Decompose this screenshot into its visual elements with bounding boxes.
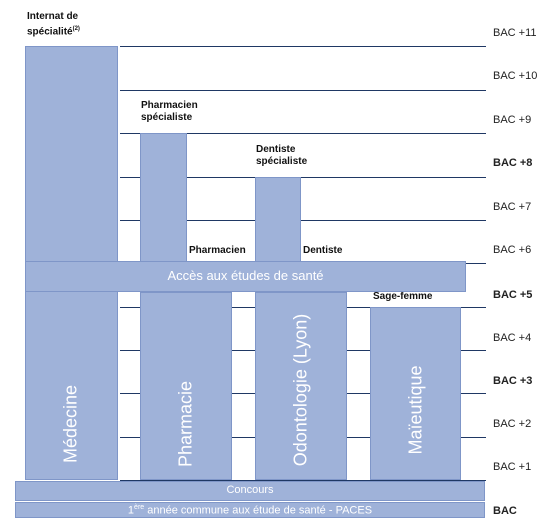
internat-label: Internat de spécialité(2) [27, 11, 80, 38]
acces-band [25, 261, 466, 292]
level-line-10 [120, 90, 486, 91]
level-label-0: BAC [493, 505, 517, 517]
level-label-9: BAC +9 [493, 114, 532, 126]
odontologie-label: Odontologie (Lyon) [290, 313, 311, 467]
pharmacie-lower-block [140, 292, 232, 480]
level-line-7 [120, 220, 486, 221]
dentiste-specialiste-line1: Dentiste [256, 144, 296, 155]
level-label-8: BAC +8 [493, 157, 533, 169]
dashed-separator [15, 501, 485, 502]
level-label-4: BAC +4 [493, 332, 532, 344]
sage-femme-label: Sage-femme [373, 291, 433, 302]
level-label-3: BAC +3 [493, 375, 533, 387]
level-label-7: BAC +7 [493, 201, 532, 213]
paces-num: 1 [127, 504, 135, 517]
pharmacie-label: Pharmacie [175, 380, 196, 468]
dentiste-specialiste-label: Dentiste spécialiste [256, 144, 307, 168]
pharmacien-specialiste-line2: spécialiste [141, 112, 193, 123]
level-line-11 [120, 46, 486, 47]
level-line-9 [120, 133, 486, 134]
paces-bar [15, 502, 485, 518]
internat-line2: spécialité(2) [27, 26, 80, 38]
internat-note: (2) [72, 26, 80, 32]
pharmacien-specialiste-line1: Pharmacien [141, 100, 198, 111]
level-label-1: BAC +1 [493, 461, 532, 473]
pharmacien-label: Pharmacien [189, 245, 246, 256]
concours-label: Concours [226, 484, 274, 496]
pharmacien-specialiste-label: Pharmacien spécialiste [141, 100, 198, 124]
paces-label: 1ère année commune aux étude de santé - … [15, 504, 485, 517]
level-line-1 [120, 480, 486, 481]
odontologie-lower-block [255, 292, 347, 480]
concours-bar [15, 481, 485, 501]
level-label-2: BAC +2 [493, 418, 532, 430]
dentiste-specialiste-line2: spécialiste [256, 156, 308, 167]
level-label-6: BAC +6 [493, 244, 532, 256]
level-line-8 [120, 177, 486, 178]
paces-sup: ère [134, 504, 145, 511]
internat-line1: Internat de [27, 11, 79, 22]
level-label-11: BAC +11 [493, 27, 537, 39]
level-label-10: BAC +10 [493, 70, 538, 82]
maieutique-label: Maïeutique [405, 365, 426, 455]
acces-label: Accès aux études de santé [167, 268, 324, 283]
paces-text: année commune aux étude de santé - PACES [144, 504, 373, 517]
level-label-5: BAC +5 [493, 289, 533, 301]
dentiste-label: Dentiste [303, 245, 343, 256]
medecine-label: Médecine [60, 384, 81, 464]
maieutique-block [370, 307, 461, 480]
